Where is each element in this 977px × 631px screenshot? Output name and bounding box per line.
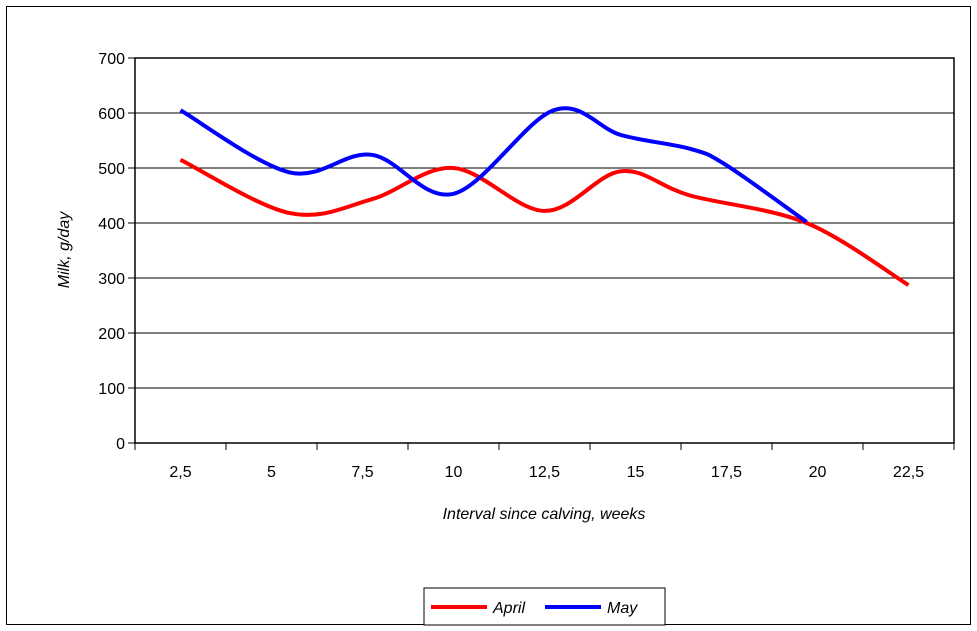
x-axis-title: Interval since calving, weeks [443,506,646,523]
series-group [179,106,910,287]
y-tick-label: 0 [116,436,125,453]
x-tick-label: 12,5 [529,464,560,481]
y-tick-label: 700 [98,51,125,68]
legend-label-may: May [607,600,638,617]
series-line-may [179,106,808,224]
x-axis: 2,5 5 7,5 10 12,5 15 17,5 20 22,5 [134,443,955,481]
series-line-april [179,157,910,287]
legend-label-april: April [492,600,525,617]
y-tick-label: 500 [98,161,125,178]
y-tick-label: 400 [98,216,125,233]
x-tick-label: 15 [627,464,645,481]
x-tick-label: 17,5 [711,464,742,481]
plot-area [134,57,955,444]
x-tick-label: 10 [445,464,463,481]
y-tick-label: 600 [98,106,125,123]
x-tick-label: 5 [267,464,276,481]
x-tick-label: 20 [809,464,827,481]
x-tick-label: 7,5 [351,464,373,481]
y-axis: 0 100 200 300 400 500 600 700 [98,51,135,453]
x-tick-label: 22,5 [893,464,924,481]
y-tick-label: 200 [98,326,125,343]
legend: April May [423,587,666,626]
chart-frame: 0 100 200 300 400 500 600 700 2,5 5 7,5 10 12,5 15 17… [6,6,971,626]
y-tick-label: 100 [98,381,125,398]
x-tick-label: 2,5 [169,464,191,481]
line-chart: 0 100 200 300 400 500 600 700 2,5 5 7,5 10 12,5 15 17… [56,51,955,626]
y-tick-label: 300 [98,271,125,288]
y-axis-title: Milk, g/day [56,211,73,288]
